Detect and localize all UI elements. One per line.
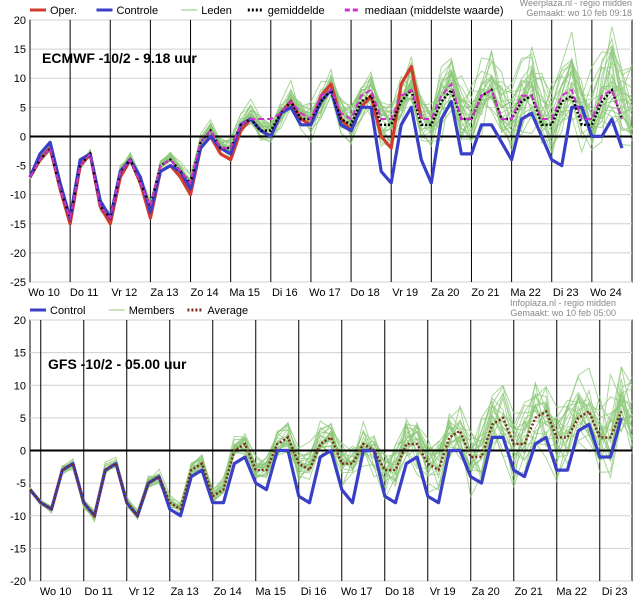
member-line bbox=[29, 44, 633, 222]
legend-label: Average bbox=[207, 305, 248, 317]
chart-title: ECMWF -10/2 - 9.18 uur bbox=[42, 50, 197, 66]
y-tick-label: 20 bbox=[14, 15, 26, 27]
series-mediaan-middelste-waarde bbox=[29, 81, 623, 222]
x-tick-label: Do 18 bbox=[385, 586, 414, 596]
credit-timestamp: Gemaakt: wo 10 feb 09:18 bbox=[526, 8, 632, 18]
chart-title: GFS -10/2 - 05.00 uur bbox=[48, 356, 187, 372]
y-tick-label: 0 bbox=[20, 446, 26, 458]
x-tick-label: Do 11 bbox=[70, 287, 99, 299]
x-tick-label: Zo 14 bbox=[191, 287, 219, 299]
gfs-panel: 20 15 10 5 0 -5 -10 -15 -20 Wo 10 Do 11 Vr 12 Za 13 Z… bbox=[10, 298, 633, 596]
x-tick-label: Vr 19 bbox=[392, 287, 418, 299]
y-tick-label: 5 bbox=[20, 413, 26, 425]
series-average bbox=[29, 409, 623, 519]
x-tick-label: Za 13 bbox=[150, 287, 178, 299]
member-line bbox=[29, 392, 633, 514]
y-tick-label: -10 bbox=[10, 190, 26, 202]
x-tick-label: Di 16 bbox=[272, 287, 298, 299]
y-tick-label: 5 bbox=[20, 102, 26, 114]
x-tick-label: Di 23 bbox=[602, 586, 628, 596]
x-tick-label: Di 16 bbox=[301, 586, 327, 596]
legend-label: Control bbox=[50, 305, 85, 317]
y-tick-label: -10 bbox=[10, 511, 26, 523]
y-tick-label: 15 bbox=[14, 348, 26, 360]
legend-label: Controle bbox=[117, 5, 159, 17]
credit-source: Infoplaza.nl - regio midden bbox=[510, 298, 616, 308]
y-tick-label: -25 bbox=[10, 277, 26, 289]
y-tick-label: -5 bbox=[16, 478, 26, 490]
x-tick-label: Wo 17 bbox=[309, 287, 341, 299]
y-tick-label: -20 bbox=[10, 248, 26, 260]
x-tick-label: Vr 19 bbox=[430, 586, 456, 596]
y-tick-label: 15 bbox=[14, 44, 26, 56]
x-tick-label: Wo 17 bbox=[341, 586, 373, 596]
legend-label: mediaan (middelste waarde) bbox=[365, 5, 504, 17]
y-tick-label: -15 bbox=[10, 543, 26, 555]
legend-label: Members bbox=[129, 305, 175, 317]
x-tick-label: Wo 10 bbox=[28, 287, 60, 299]
x-tick-label: Za 20 bbox=[431, 287, 459, 299]
y-tick-label: -15 bbox=[10, 219, 26, 231]
x-tick-label: Zo 21 bbox=[515, 586, 543, 596]
x-tick-label: Vr 12 bbox=[111, 287, 137, 299]
x-tick-label: Ma 22 bbox=[556, 586, 587, 596]
y-tick-label: 10 bbox=[14, 380, 26, 392]
x-tick-label: Ma 15 bbox=[229, 287, 260, 299]
x-tick-label: Di 23 bbox=[553, 287, 579, 299]
x-tick-label: Za 13 bbox=[171, 586, 199, 596]
y-tick-label: 20 bbox=[14, 315, 26, 327]
y-tick-label: -20 bbox=[10, 576, 26, 588]
y-tick-label: 0 bbox=[20, 131, 26, 143]
x-tick-label: Vr 12 bbox=[129, 586, 155, 596]
x-tick-label: Ma 22 bbox=[510, 287, 541, 299]
x-tick-label: Za 20 bbox=[472, 586, 500, 596]
series-control bbox=[28, 417, 623, 518]
x-tick-label: Zo 21 bbox=[471, 287, 499, 299]
legend-label: gemiddelde bbox=[268, 5, 325, 17]
credit-timestamp: Gemaakt: wo 10 feb 05:00 bbox=[510, 308, 616, 318]
x-tick-label: Wo 10 bbox=[40, 586, 72, 596]
x-tick-label: Zo 14 bbox=[214, 586, 242, 596]
x-tick-label: Do 11 bbox=[84, 586, 113, 596]
credit-source: Weerplaza.nl - regio midden bbox=[520, 0, 632, 8]
x-tick-label: Ma 15 bbox=[255, 586, 286, 596]
y-tick-label: 10 bbox=[14, 73, 26, 85]
legend-label: Oper. bbox=[50, 5, 77, 17]
legend-label: Leden bbox=[201, 5, 232, 17]
y-tick-label: -5 bbox=[16, 161, 26, 173]
x-tick-label: Wo 24 bbox=[590, 287, 622, 299]
plot-area bbox=[29, 19, 633, 283]
x-tick-label: Do 18 bbox=[350, 287, 379, 299]
